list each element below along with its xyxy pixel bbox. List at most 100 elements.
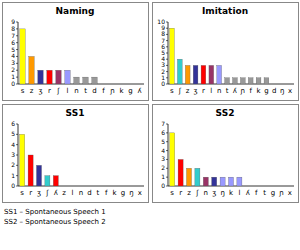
x-tick-label: x (138, 189, 142, 197)
bar (20, 29, 25, 84)
y-tick-label: 4 (161, 147, 165, 154)
x-tick-label: r (29, 189, 32, 197)
y-tick (16, 56, 18, 57)
x-tick-label: t (96, 189, 99, 197)
bar (70, 186, 75, 187)
x-tick-label: s (170, 87, 174, 95)
bar (20, 134, 25, 186)
y-tick (16, 186, 18, 187)
x-tick-label: s (170, 189, 174, 197)
bar (254, 186, 259, 187)
y-tick-label: 3 (161, 155, 165, 162)
x-tick-label: z (186, 87, 190, 95)
y-tick-label: 8 (11, 25, 15, 32)
bar (110, 84, 115, 85)
x-tick-label: z (187, 189, 191, 197)
bar (62, 186, 67, 187)
chart-title: Naming (56, 6, 95, 16)
y-tick-label: 4 (11, 141, 15, 148)
y-tick-label: 2 (11, 66, 15, 73)
y-tick (166, 141, 168, 142)
x-tick-label: ʒ (212, 189, 216, 197)
bar (270, 186, 275, 187)
x-tick-label: t (263, 189, 266, 197)
bars (170, 28, 269, 84)
bar (120, 186, 125, 187)
y-tick (16, 49, 18, 50)
y-tick (16, 63, 18, 64)
y-tick-label: 9 (11, 18, 15, 25)
y-tick (16, 22, 18, 23)
y-tick (16, 84, 18, 85)
y-axis (18, 22, 19, 84)
bar (95, 186, 100, 187)
bar (53, 176, 58, 186)
x-tick-label: ɲ (240, 87, 246, 95)
note: SS1 – Spontaneous Speech 1 (4, 208, 106, 216)
bar (83, 77, 88, 84)
bar (256, 78, 261, 84)
panel-frame (3, 105, 149, 203)
y-tick (16, 77, 18, 78)
y-tick (16, 42, 18, 43)
y-tick (166, 168, 168, 169)
x-tick-label: ʃ (178, 87, 182, 95)
x-tick-label: ʃ (56, 87, 60, 95)
chart-title: SS2 (216, 108, 235, 118)
panel: SS201234567srzʃnʒŋklʎftgɲx (153, 105, 299, 203)
x-tick-label: ʎ (54, 189, 58, 197)
x-tick-label: ʎ (137, 87, 141, 95)
x-tick-label: n (74, 87, 78, 95)
bar (119, 84, 124, 85)
x-tick-label: k (113, 189, 118, 197)
y-tick-label: 7 (161, 37, 165, 44)
bar (65, 70, 70, 84)
bar (74, 77, 79, 84)
bar (240, 78, 245, 84)
x-tick-label: ŋ (129, 189, 133, 197)
y-tick (16, 70, 18, 71)
y-tick-label: 2 (11, 161, 15, 168)
bar (248, 78, 253, 84)
x-tick-label: x (288, 189, 292, 197)
y-tick (166, 28, 168, 29)
y-tick (166, 71, 168, 72)
x-tick-label: g (121, 189, 125, 197)
x-tick-label: d (272, 87, 276, 95)
chart-title: SS1 (66, 108, 85, 118)
y-tick (166, 34, 168, 35)
bar (203, 177, 208, 186)
bar (38, 70, 43, 84)
bar (272, 84, 277, 85)
bar (170, 133, 175, 186)
y-tick (16, 165, 18, 166)
x-tick-label: l (238, 189, 240, 197)
x-tick-label: l (72, 189, 74, 197)
x-tick-label: k (257, 87, 262, 95)
bar (262, 186, 267, 187)
y-tick (166, 177, 168, 178)
y-tick-label: 8 (161, 30, 165, 37)
x-tick-label: ŋ (280, 87, 284, 95)
y-tick (166, 84, 168, 85)
bar (101, 84, 106, 85)
y-tick-label: 1 (161, 173, 165, 180)
y-tick-label: 1 (11, 172, 15, 179)
y-tick (166, 186, 168, 187)
bar (129, 186, 134, 187)
y-tick (166, 65, 168, 66)
y-tick-label: 2 (161, 68, 165, 75)
x-tick-label: s (20, 189, 24, 197)
bar (92, 77, 97, 84)
x-tick-label: d (92, 87, 96, 95)
y-tick-label: 6 (11, 39, 15, 46)
bar (288, 84, 293, 85)
y-tick (166, 159, 168, 160)
bars (20, 134, 59, 186)
y-tick-label: 3 (11, 59, 15, 66)
x-tick-label: ʎ (233, 87, 237, 95)
bar (56, 70, 61, 84)
x-tick-label: k (119, 87, 124, 95)
x-tick-label: r (202, 87, 205, 95)
y-tick (166, 59, 168, 60)
